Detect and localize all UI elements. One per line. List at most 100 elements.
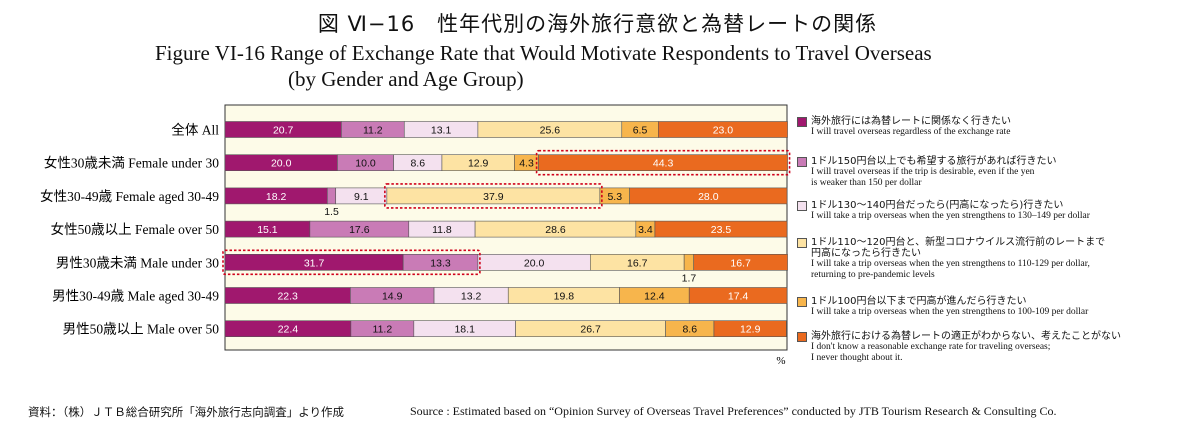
legend-label-jp: 海外旅行における為替レートの適正がわからない、考えたことがない: [811, 331, 1121, 342]
data-label: 11.8: [432, 224, 452, 236]
data-label: 13.3: [430, 257, 451, 269]
data-label: 12.9: [468, 158, 489, 170]
legend-text: 海外旅行における為替レートの適正がわからない、考えたことがない I don't k…: [811, 331, 1121, 364]
legend-label-jp: 海外旅行には為替レートに関係なく行きたい: [811, 116, 1011, 127]
data-label: 20.0: [271, 158, 292, 170]
category-label: 女性30歳未満 Female under 30: [44, 155, 219, 171]
legend-swatch: [797, 332, 807, 342]
legend-text: 海外旅行には為替レートに関係なく行きたい I will travel overse…: [811, 116, 1011, 138]
data-label: 26.7: [580, 324, 601, 336]
category-label: 女性50歳以上 Female over 50: [51, 221, 220, 237]
chart-title-en-line2: (by Gender and Age Group): [288, 67, 524, 91]
data-label: 22.3: [277, 291, 298, 303]
bar-segment: [538, 154, 788, 171]
legend-label-jp: 円高になったら行きたい: [811, 248, 921, 259]
bar-segment: [688, 287, 788, 304]
data-label: 9.1: [354, 191, 369, 203]
data-label: 13.1: [431, 125, 452, 137]
data-label: 23.0: [713, 125, 734, 137]
bar-segment: [629, 187, 788, 205]
legend-text: 1ドル110〜120円台と、新型コロナウイルス流行前のレートまで 円高になったら行…: [811, 237, 1105, 281]
legend-swatch: [797, 297, 807, 307]
bar-segment: [713, 320, 787, 338]
legend-swatch: [797, 238, 807, 248]
data-label: 16.7: [730, 257, 751, 269]
legend-label-en: I don't know a reasonable exchange rate …: [811, 342, 1051, 352]
data-label: 5.3: [607, 191, 622, 203]
legend-label-en: I will travel overseas regardless of the…: [811, 127, 1011, 137]
legend-label-en: returning to pre-pandemic levels: [811, 270, 935, 280]
legend-label-jp: 1ドル100円台以下まで円高が進んだら行きたい: [811, 296, 1027, 307]
source-note-en: Source : Estimated based on “Opinion Sur…: [410, 404, 1057, 418]
data-label: 8.6: [682, 324, 697, 336]
legend-item: 海外旅行における為替レートの適正がわからない、考えたことがない I don't k…: [797, 331, 1121, 364]
legend-text: 1ドル130〜140円台だったら(円高になったら)行きたい I will take…: [811, 200, 1090, 222]
data-label: 28.6: [545, 224, 566, 236]
legend-label-jp: 1ドル110〜120円台と、新型コロナウイルス流行前のレートまで: [811, 237, 1106, 248]
legend-text: 1ドル100円台以下まで円高が進んだら行きたい I will take a tri…: [811, 296, 1088, 318]
data-label: 44.3: [653, 158, 674, 170]
legend-item: 1ドル110〜120円台と、新型コロナウイルス流行前のレートまで 円高になったら行…: [797, 237, 1105, 281]
bar-segment: [693, 254, 788, 271]
bar-segment: [683, 254, 695, 271]
legend-label-en: I will travel overseas if the trip is de…: [811, 167, 1035, 177]
data-label: 23.5: [711, 224, 732, 236]
legend-item: 1ドル130〜140円台だったら(円高になったら)行きたい I will take…: [797, 200, 1090, 222]
data-label: 37.9: [483, 191, 504, 203]
data-label: 10.0: [355, 158, 376, 170]
legend-label-jp: 1ドル130〜140円台だったら(円高になったら)行きたい: [811, 200, 1064, 211]
highlight-box: [222, 249, 481, 276]
data-label: 4.3: [519, 158, 534, 170]
data-label: 1.5: [324, 206, 339, 218]
data-label: 12.9: [740, 324, 761, 336]
data-label: 17.4: [728, 291, 749, 303]
category-label: 女性30-49歳 Female aged 30-49: [40, 188, 219, 204]
source-note-jp: 資料：（株）ＪＴＢ総合研究所「海外旅行志向調査」より作成: [28, 405, 345, 419]
data-label: 14.9: [382, 291, 403, 303]
highlight-box: [384, 183, 603, 209]
legend-label-en: I will take a trip overseas when the yen…: [811, 211, 1090, 221]
unit-label: %: [776, 355, 785, 367]
legend-label-en: I will take a trip overseas when the yen…: [811, 307, 1089, 317]
data-label: 20.7: [273, 125, 294, 137]
data-label: 11.2: [363, 125, 383, 137]
chart-title-jp: 図 Ⅵ−16 性年代別の海外旅行意欲と為替レートの関係: [317, 12, 878, 36]
data-label: 8.6: [410, 158, 425, 170]
stacked-bar-chart: % 全体 All 20.7 11.2 13.1 25.6 6.5 23.0 女性30歳未満 Fe…: [40, 104, 791, 367]
data-label: 12.4: [644, 291, 665, 303]
data-label: 13.2: [461, 291, 482, 303]
data-label: 25.6: [540, 125, 561, 137]
data-label: 6.5: [633, 125, 648, 137]
legend-label-jp: 1ドル150円台以上でも希望する旅行があれば行きたい: [811, 156, 1057, 167]
bar-segment: [658, 121, 788, 138]
data-label: 17.6: [349, 224, 370, 236]
data-label: 20.0: [524, 257, 545, 269]
legend-label-en: I will take a trip overseas when the yen…: [811, 259, 1090, 269]
legend-swatch: [797, 117, 807, 127]
category-label: 男性30歳未満 Male under 30: [56, 255, 219, 270]
data-label: 1.7: [682, 272, 697, 284]
legend-label-en: I never thought about it.: [811, 353, 903, 363]
data-label: 28.0: [698, 191, 719, 203]
data-label: 31.7: [304, 257, 325, 269]
category-label: 全体 All: [171, 122, 219, 138]
chart-title-en: Figure VI-16 Range of Exchange Rate that…: [155, 40, 932, 92]
legend-item: 1ドル150円台以上でも希望する旅行があれば行きたい I will travel …: [797, 156, 1056, 189]
chart-title-en-line1: Figure VI-16 Range of Exchange Rate that…: [155, 41, 932, 65]
legend-label-en: is weaker than 150 per dollar: [811, 178, 922, 188]
category-label: 男性30-49歳 Male aged 30-49: [52, 289, 219, 304]
data-label: 22.4: [278, 324, 299, 336]
data-label: 16.7: [627, 257, 648, 269]
legend-swatch: [797, 157, 807, 167]
data-label: 15.1: [257, 224, 278, 236]
data-label: 19.8: [554, 291, 575, 303]
category-label: 男性50歳以上 Male over 50: [63, 322, 220, 337]
legend-swatch: [797, 201, 807, 211]
data-label: 18.1: [454, 324, 475, 336]
legend-text: 1ドル150円台以上でも希望する旅行があれば行きたい I will travel …: [811, 156, 1056, 189]
data-label: 3.4: [638, 224, 653, 236]
legend-item: 1ドル100円台以下まで円高が進んだら行きたい I will take a tri…: [797, 296, 1088, 318]
data-label: 18.2: [266, 191, 287, 203]
bar-segment: [654, 220, 788, 238]
bar-segment: [326, 187, 337, 205]
